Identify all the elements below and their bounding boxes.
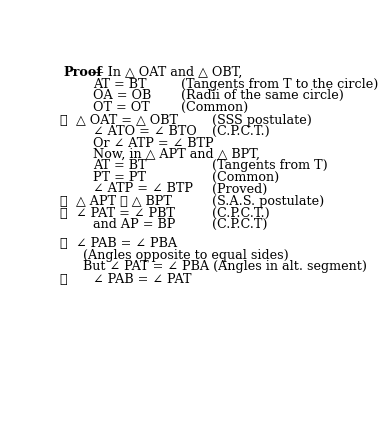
Text: (Common): (Common) (182, 100, 249, 113)
Text: △ APT ≅ △ BPT: △ APT ≅ △ BPT (76, 195, 172, 208)
Text: (S.A.S. postulate): (S.A.S. postulate) (212, 195, 325, 208)
Text: ∠ PAB = ∠ PBA: ∠ PAB = ∠ PBA (76, 236, 177, 249)
Text: AT = BT: AT = BT (93, 78, 147, 91)
Text: (Angles opposite to equal sides): (Angles opposite to equal sides) (83, 248, 288, 261)
Text: ∴: ∴ (59, 272, 67, 286)
Text: AT = BT: AT = BT (93, 159, 147, 172)
Text: ∠ PAB = ∠ PAT: ∠ PAB = ∠ PAT (93, 272, 192, 286)
Text: ∠ ATO = ∠ BTO: ∠ ATO = ∠ BTO (93, 125, 197, 138)
Text: ∴: ∴ (59, 113, 67, 126)
Text: ∠ PAT = ∠ PBT: ∠ PAT = ∠ PBT (76, 206, 175, 219)
Text: Proof: Proof (64, 65, 103, 78)
Text: — In △ OAT and △ OBT,: — In △ OAT and △ OBT, (91, 65, 242, 78)
Text: But ∠ PAT = ∠ PBA (Angles in alt. segment): But ∠ PAT = ∠ PBA (Angles in alt. segmen… (83, 260, 367, 272)
Text: ∴: ∴ (59, 206, 67, 219)
Text: and AP = BP: and AP = BP (93, 218, 176, 231)
Text: (Radii of the same circle): (Radii of the same circle) (182, 89, 344, 102)
Text: (SSS postulate): (SSS postulate) (212, 113, 312, 126)
Text: ∠ ATP = ∠ BTP: ∠ ATP = ∠ BTP (93, 182, 193, 195)
Text: ∴: ∴ (59, 195, 67, 208)
Text: OA = OB: OA = OB (93, 89, 151, 102)
Text: △ OAT = △ OBT: △ OAT = △ OBT (76, 113, 178, 126)
Text: (Proved): (Proved) (212, 182, 268, 195)
Text: (C.P.C.T): (C.P.C.T) (212, 218, 268, 231)
Text: Now, in △ APT and △ BPT,: Now, in △ APT and △ BPT, (93, 148, 260, 161)
Text: (Tangents from T): (Tangents from T) (212, 159, 328, 172)
Text: OT = OT: OT = OT (93, 100, 150, 113)
Text: (C.P.C.T.): (C.P.C.T.) (212, 206, 270, 219)
Text: PT = PT: PT = PT (93, 171, 146, 184)
Text: (Common): (Common) (212, 171, 280, 184)
Text: (Tangents from T to the circle): (Tangents from T to the circle) (182, 78, 379, 91)
Text: Or ∠ ATP = ∠ BTP: Or ∠ ATP = ∠ BTP (93, 136, 214, 149)
Text: (C.P.C.T.): (C.P.C.T.) (212, 125, 270, 138)
Text: ∴: ∴ (59, 236, 67, 249)
